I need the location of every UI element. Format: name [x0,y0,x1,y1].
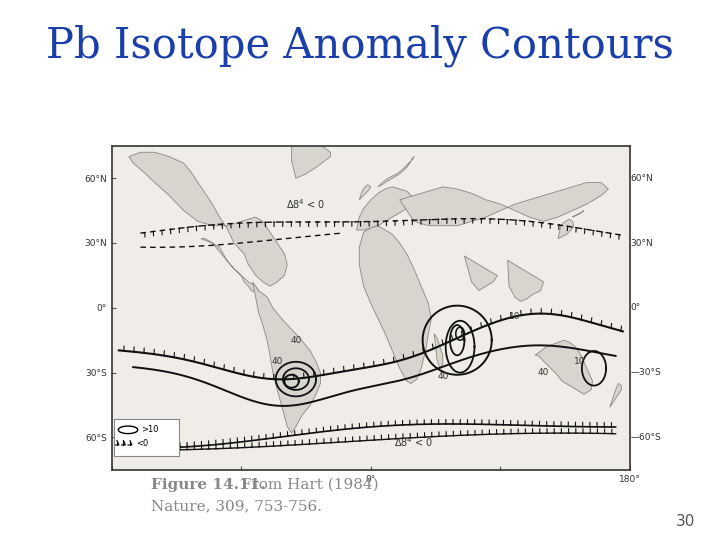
Polygon shape [359,226,431,383]
Text: —60°S: —60°S [631,433,662,442]
Polygon shape [400,183,608,226]
Polygon shape [253,282,320,433]
Polygon shape [378,157,414,187]
Polygon shape [129,152,287,286]
Text: Pb Isotope Anomaly Contours: Pb Isotope Anomaly Contours [46,24,674,67]
Polygon shape [356,187,414,230]
Polygon shape [610,383,621,407]
Text: $\Delta8^{4}$ < 0: $\Delta8^{4}$ < 0 [395,435,433,449]
Polygon shape [572,211,584,217]
Text: 10: 10 [509,312,521,321]
Text: 0°: 0° [631,303,641,312]
Text: 30°N: 30°N [631,239,654,247]
Text: Figure 14.11.: Figure 14.11. [151,478,266,492]
Text: <0: <0 [137,438,149,448]
Text: From Hart (1984): From Hart (1984) [236,478,379,492]
Polygon shape [558,219,574,239]
Text: 60°N: 60°N [631,174,654,183]
Polygon shape [359,185,371,200]
Polygon shape [201,239,258,293]
Polygon shape [535,340,593,394]
Text: —30°S: —30°S [631,368,662,377]
Text: 40: 40 [290,336,302,345]
Text: 30: 30 [675,514,695,529]
Polygon shape [292,139,330,178]
Polygon shape [434,334,443,368]
Polygon shape [464,256,498,291]
Text: Nature, 309, 753-756.: Nature, 309, 753-756. [151,500,323,514]
Text: >10: >10 [141,426,158,434]
Text: 10: 10 [574,357,585,366]
Polygon shape [508,260,544,301]
Text: 40: 40 [437,373,449,381]
Text: 40: 40 [538,368,549,377]
Text: $\Delta8^{4}$ < 0: $\Delta8^{4}$ < 0 [287,197,325,211]
Text: 40: 40 [271,357,283,366]
